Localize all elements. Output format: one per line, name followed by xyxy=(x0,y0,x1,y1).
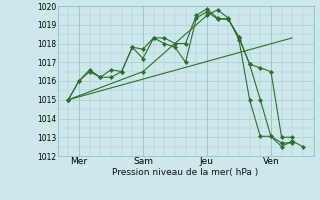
X-axis label: Pression niveau de la mer( hPa ): Pression niveau de la mer( hPa ) xyxy=(112,168,259,177)
